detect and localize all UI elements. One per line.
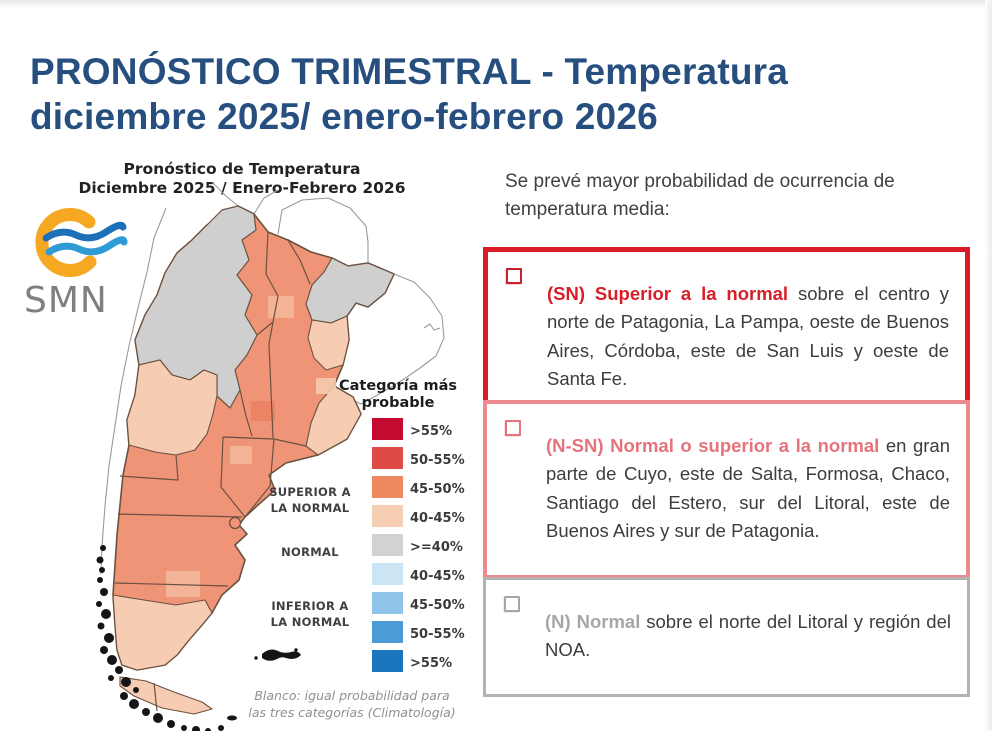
forecast-item-text: (N-SN) Normal o superior a la normal en … [546,432,950,546]
checkbox-bullet-icon [506,268,522,284]
top-edge-divider [0,0,992,8]
legend-label: >=40% [410,540,463,555]
map-title-line1: Pronóstico de Temperatura [124,160,361,178]
legend-label: 50-55% [410,627,465,642]
malvinas-islands [254,648,301,661]
legend-group-normal: NORMAL [281,545,339,559]
map-legend: Categoría más probable >55% 50-55% 45-50… [269,378,465,672]
paraguay-outline [277,197,369,263]
legend-label: 45-50% [410,598,465,613]
forecast-item-body: en gran parte de Cuyo, este de Salta, Fo… [546,434,951,542]
brazil-uruguay-outline [333,273,445,405]
checkbox-bullet-icon [504,596,520,612]
legend-label: >55% [410,656,452,671]
legend-swatch [372,476,403,498]
forecast-item-lead: (N) Normal [545,610,641,632]
map-footnote-line1: Blanco: igual probabilidad para [254,688,449,703]
legend-swatch [372,621,403,643]
smn-logo: SMN [24,208,128,321]
forecast-text-column: Se prevé mayor probabilidad de ocurrenci… [483,160,970,720]
legend-swatch [372,563,403,585]
region-cuyo-peach [126,359,218,456]
forecast-box-normal-superior: (N-SN) Normal o superior a la normal en … [483,400,970,579]
legend-group-below-line2: LA NORMAL [271,615,350,629]
temperature-forecast-map-figure: Pronóstico de Temperatura Diciembre 2025… [16,146,490,731]
legend-label: 40-45% [410,511,465,526]
province-borders [114,231,311,712]
region-south-patagonia-peach [112,594,213,671]
region-buenos-aires-east-peach [305,385,362,456]
legend-swatch [372,534,403,556]
neighbor-borders [100,181,445,575]
valdes-gulf-ring [228,516,242,530]
forecast-item-body: sobre el centro y norte de Patagonia, La… [547,282,950,390]
page-title-line1: PRONÓSTICO TRIMESTRAL - Temperatura [30,50,789,92]
chile-coastline [100,207,167,575]
forecast-item-lead: (SN) Superior a la normal [547,282,789,304]
forecast-item-text: (N) Normal sobre el norte del Litoral y … [545,608,951,665]
legend-title-line2: probable [362,395,435,411]
legend-title-line1: Categoría más [339,378,457,394]
region-northeast-normal [305,257,395,324]
uruguay-river-squiggle [423,323,441,331]
chilean-archipelago-speckles [96,545,237,731]
legend-label: >55% [410,424,452,439]
legend-swatch [372,505,403,527]
map-title-line2: Diciembre 2025 / Enero-Febrero 2026 [79,179,406,197]
legend-label: 50-55% [410,453,465,468]
region-entre-rios-peach [307,315,350,371]
argentina-forecast-map: Pronóstico de Temperatura Diciembre 2025… [24,160,465,731]
right-edge-divider [985,0,992,731]
forecast-item-body: sobre el norte del Litoral y región del … [545,610,951,661]
legend-label: 40-45% [410,569,465,584]
bolivia-border [211,181,239,207]
smn-logo-text: SMN [24,280,108,321]
page-title: PRONÓSTICO TRIMESTRAL - Temperatura dici… [30,49,960,139]
smn-logo-wave-light-icon [45,236,128,256]
smn-logo-swirl-icon [35,208,97,277]
checkbox-bullet-icon [505,420,521,436]
region-tierra-del-fuego [119,676,213,715]
forecast-intro: Se prevé mayor probabilidad de ocurrenci… [505,171,895,220]
legend-swatch [372,418,403,440]
legend-swatch [372,592,403,614]
forecast-box-normal: (N) Normal sobre el norte del Litoral y … [483,577,970,697]
page-title-line2: diciembre 2025/ enero-febrero 2026 [30,95,658,137]
legend-swatch [372,447,403,469]
forecast-item-text: (SN) Superior a la normal sobre el centr… [547,280,949,394]
smn-logo-wave-dark-icon [42,221,127,242]
map-footnote-line2: las tres categorías (Climatología) [248,705,455,720]
legend-label: 45-50% [410,482,465,497]
legend-group-above-line1: SUPERIOR A [269,485,351,499]
forecast-item-lead: (N-SN) Normal o superior a la normal [546,434,880,456]
legend-group-above-line2: LA NORMAL [271,501,350,515]
legend-group-below-line1: INFERIOR A [271,599,348,613]
bolivia-border-east [253,189,279,215]
legend-swatch [372,650,403,672]
